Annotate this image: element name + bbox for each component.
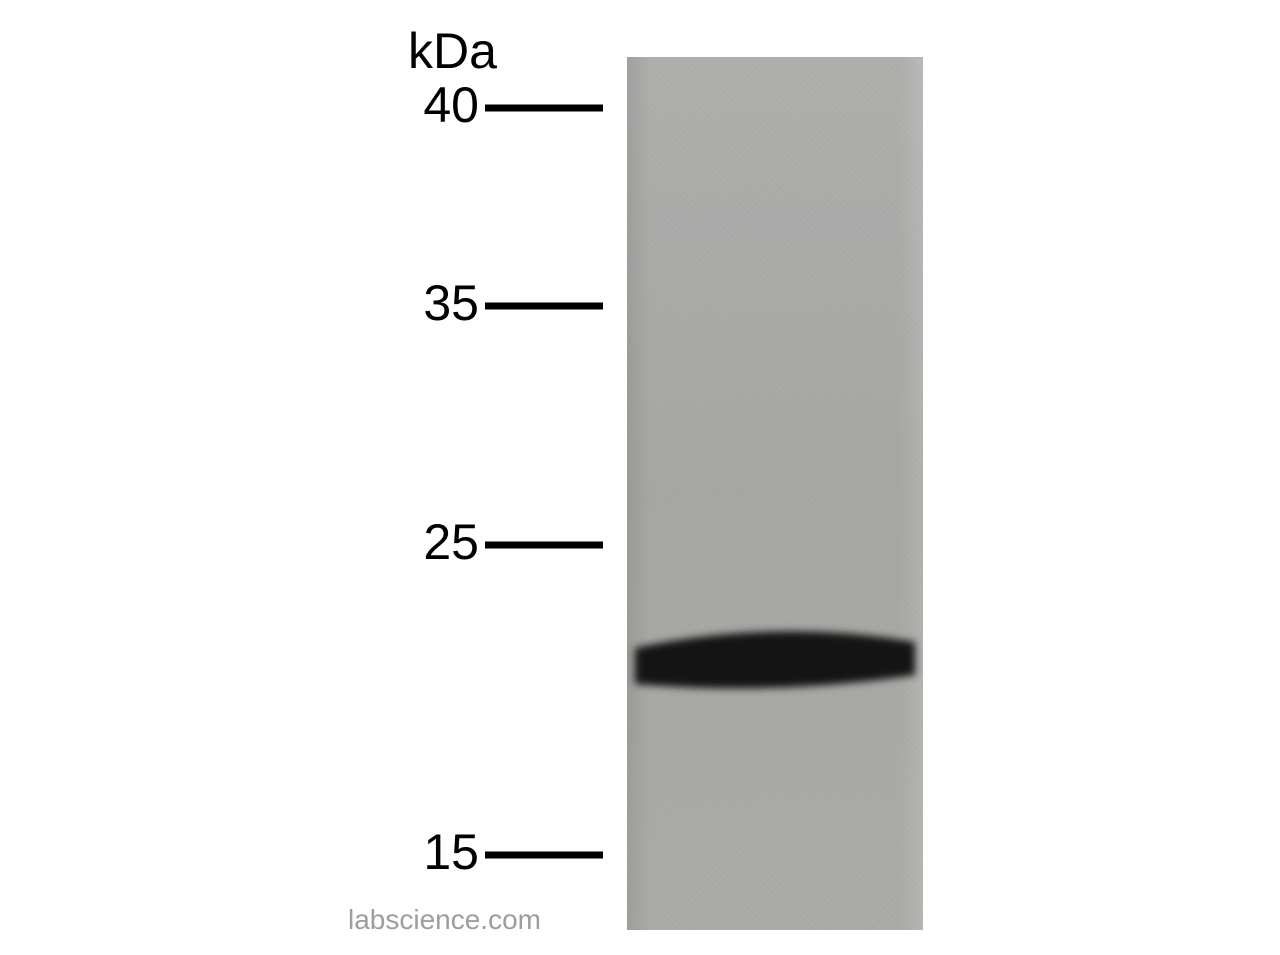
lane-grain-overlay xyxy=(627,57,923,930)
axis-unit-label: kDa xyxy=(408,22,497,80)
protein-band xyxy=(627,612,923,702)
blot-lane xyxy=(627,57,923,930)
ladder-tick-mark xyxy=(485,105,603,112)
watermark-text: labscience.com xyxy=(348,904,541,936)
ladder-tick-mark xyxy=(485,303,603,310)
ladder-tick-mark xyxy=(485,852,603,859)
ladder-tick-label: 35 xyxy=(423,274,479,332)
ladder-tick-label: 15 xyxy=(423,823,479,881)
molecular-weight-ladder: 40352515 xyxy=(485,0,605,955)
ladder-tick-mark xyxy=(485,542,603,549)
ladder-tick-label: 40 xyxy=(423,76,479,134)
blot-figure: kDa 40352515 labscience.com xyxy=(0,0,1280,955)
ladder-tick-label: 25 xyxy=(423,513,479,571)
